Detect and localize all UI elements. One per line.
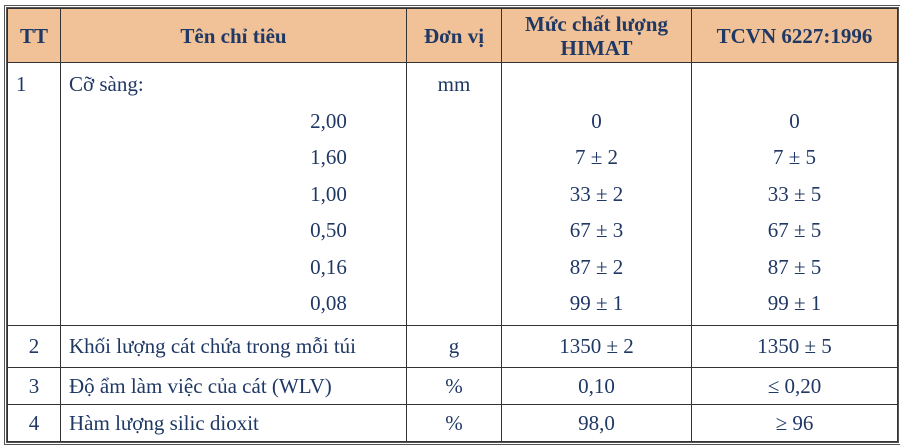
cell-tt: 1 <box>7 62 61 326</box>
header-row: TT Tên chỉ tiêu Đơn vị Mức chất lượng HIM… <box>7 8 898 63</box>
tcvn-value: 33 ± 5 <box>767 181 822 206</box>
tt-text: 1 <box>16 72 27 96</box>
sieve-size: 1,00 <box>310 181 347 206</box>
cell-himat: 0,10 <box>501 366 692 405</box>
cell-tt: 2 <box>7 324 61 368</box>
cell-unit: % <box>406 403 502 442</box>
cell-unit: g <box>406 324 502 368</box>
cell-himat: 98,0 <box>501 403 692 442</box>
cell-tt: 4 <box>7 403 61 442</box>
name-text: Cỡ sàng: <box>69 72 144 96</box>
cell-himat: 0 7 ± 2 33 ± 2 67 ± 3 87 ± 2 99 ± 1 <box>501 62 692 326</box>
spec-table: TT Tên chỉ tiêu Đơn vị Mức chất lượng HIM… <box>7 8 898 442</box>
table-row: 2 Khối lượng cát chứa trong mỗi túi g 13… <box>7 324 898 368</box>
header-himat: Mức chất lượng HIMAT <box>501 8 692 63</box>
table-row: 4 Hàm lượng silic dioxit % 98,0 ≥ 96 <box>7 403 898 442</box>
header-himat-line1: Mức chất lượng <box>525 11 668 36</box>
cell-unit: mm <box>406 62 502 326</box>
table-row: 3 Độ ẩm làm việc của cát (WLV) % 0,10 ≤ … <box>7 366 898 405</box>
table-row: 1 Cỡ sàng: 2,00 1,60 1,00 0,50 0,16 0,08… <box>7 62 898 326</box>
himat-value: 87 ± 2 <box>569 254 624 279</box>
cell-tcvn: 1350 ± 5 <box>691 324 898 368</box>
sieve-size: 0,16 <box>310 254 347 279</box>
tcvn-value: 99 ± 1 <box>767 291 822 315</box>
cell-name: Hàm lượng silic dioxit <box>60 403 407 442</box>
cell-himat: 1350 ± 2 <box>501 324 692 368</box>
cell-tcvn: 0 7 ± 5 33 ± 5 67 ± 5 87 ± 5 99 ± 1 <box>691 62 898 326</box>
sieve-size: 0,08 <box>310 291 347 315</box>
sieve-size: 0,50 <box>310 218 347 242</box>
header-tt: TT <box>7 8 61 63</box>
header-name: Tên chỉ tiêu <box>60 8 407 63</box>
header-himat-line2: HIMAT <box>560 35 633 60</box>
cell-tcvn: ≥ 96 <box>691 403 898 442</box>
himat-value: 99 ± 1 <box>569 291 624 315</box>
cell-unit: % <box>406 366 502 405</box>
himat-value: 7 ± 2 <box>574 145 619 169</box>
cell-tt: 3 <box>7 366 61 405</box>
unit-text: mm <box>437 72 471 96</box>
tcvn-value: 0 <box>789 108 800 133</box>
himat-value: 0 <box>591 108 602 133</box>
tcvn-value: 87 ± 5 <box>767 254 822 279</box>
tcvn-value: 7 ± 5 <box>772 145 817 169</box>
header-tcvn: TCVN 6227:1996 <box>691 8 898 63</box>
himat-value: 33 ± 2 <box>569 181 624 206</box>
cell-name: Khối lượng cát chứa trong mỗi túi <box>60 324 407 368</box>
sieve-size: 1,60 <box>310 145 347 169</box>
header-unit: Đơn vị <box>406 8 502 63</box>
cell-name: Cỡ sàng: 2,00 1,60 1,00 0,50 0,16 0,08 <box>60 62 407 326</box>
spec-table-frame: TT Tên chỉ tiêu Đơn vị Mức chất lượng HIM… <box>4 5 900 445</box>
tcvn-value: 67 ± 5 <box>767 218 822 242</box>
sieve-size: 2,00 <box>310 108 347 133</box>
cell-name: Độ ẩm làm việc của cát (WLV) <box>60 366 407 405</box>
cell-tcvn: ≤ 0,20 <box>691 366 898 405</box>
himat-value: 67 ± 3 <box>569 218 624 242</box>
